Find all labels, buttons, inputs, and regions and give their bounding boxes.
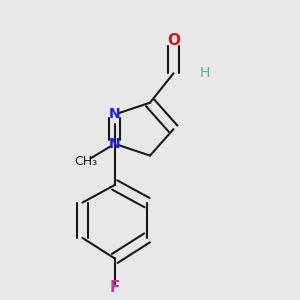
Text: H: H xyxy=(200,66,210,80)
Text: O: O xyxy=(167,34,180,49)
Text: F: F xyxy=(110,280,120,295)
Text: N: N xyxy=(109,137,121,151)
Text: CH₃: CH₃ xyxy=(74,155,97,168)
Text: N: N xyxy=(109,107,121,122)
